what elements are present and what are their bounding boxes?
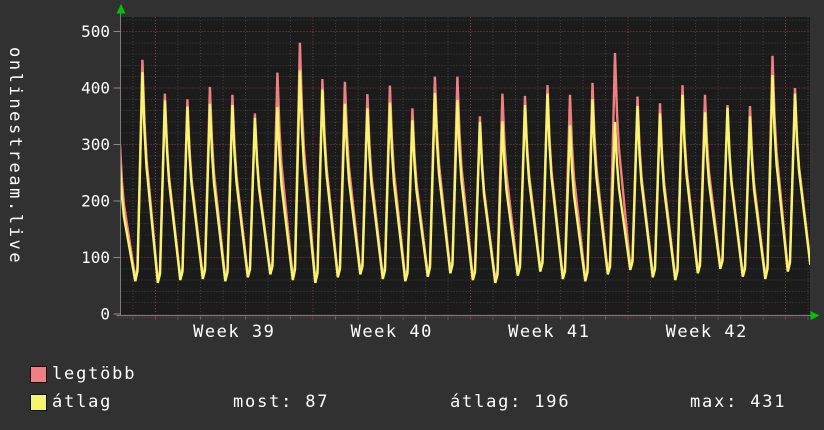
y-tick-label: 0 bbox=[100, 305, 110, 324]
legend-swatch-atlag-icon bbox=[30, 394, 47, 411]
y-tick-label: 300 bbox=[81, 135, 110, 154]
y-tick-label: 500 bbox=[81, 22, 110, 41]
y-tick-label: 200 bbox=[81, 192, 110, 211]
x-week-label: Week 41 bbox=[508, 322, 590, 342]
legend-label-atlag: átlag bbox=[52, 392, 113, 412]
legend-label-legtobb: legtöbb bbox=[52, 364, 137, 384]
stat-atlag: átlag: 196 bbox=[450, 392, 571, 412]
y-tick-label: 400 bbox=[81, 79, 110, 98]
x-week-label: Week 39 bbox=[193, 322, 275, 342]
chart-title: onlinestream.live bbox=[5, 47, 25, 266]
series-line-atlag bbox=[121, 70, 810, 284]
x-week-label: Week 40 bbox=[351, 322, 433, 342]
y-axis-arrow-icon bbox=[116, 4, 126, 14]
stat-max: max: 431 bbox=[690, 392, 787, 412]
legend-swatch-legtobb-icon bbox=[30, 366, 47, 383]
x-week-label: Week 42 bbox=[666, 322, 748, 342]
x-axis-arrow-icon bbox=[810, 311, 820, 320]
stat-most: most: 87 bbox=[233, 392, 330, 412]
y-tick-label: 100 bbox=[81, 248, 110, 267]
